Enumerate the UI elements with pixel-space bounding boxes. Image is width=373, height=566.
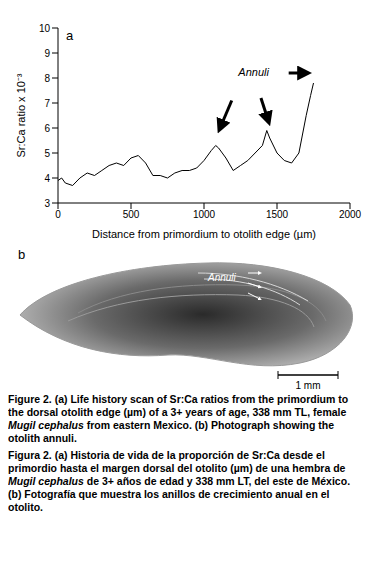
svg-text:Distance from primordium to ot: Distance from primordium to otolith edge… — [92, 228, 316, 240]
svg-text:Sr:Ca ratio x 10⁻³: Sr:Ca ratio x 10⁻³ — [15, 73, 27, 157]
svg-text:4: 4 — [44, 173, 50, 184]
svg-text:1000: 1000 — [193, 209, 216, 220]
svg-text:1500: 1500 — [266, 209, 289, 220]
html-text:Mugil cephalus de 3+ años de e: Mugil cephalus de 3+ años de edad y 338 … — [8, 475, 350, 513]
svg-text:7: 7 — [44, 98, 50, 109]
svg-text:9: 9 — [44, 48, 50, 59]
svg-text:Annuli: Annuli — [207, 272, 237, 283]
svg-text:2000: 2000 — [339, 209, 362, 220]
svg-text:b: b — [18, 247, 25, 262]
svg-text:a: a — [66, 28, 74, 43]
svg-text:5: 5 — [44, 148, 50, 159]
svg-text:1 mm: 1 mm — [296, 380, 321, 391]
svg-text:3: 3 — [44, 198, 50, 209]
html-text:Mugil cephalus from eastern Me: Mugil cephalus from eastern Mexico. (b) … — [8, 419, 335, 444]
html-text:Figure 2. (a) Life history sca: Figure 2. (a) Life history scan of Sr:Ca… — [8, 393, 349, 418]
svg-text:0: 0 — [55, 209, 61, 220]
html-text:Figura 2. (a) Historia de vida: Figura 2. (a) Historia de vida de la pro… — [8, 449, 346, 474]
svg-text:8: 8 — [44, 73, 50, 84]
svg-text:500: 500 — [123, 209, 140, 220]
svg-text:6: 6 — [44, 123, 50, 134]
svg-text:Annuli: Annuli — [237, 66, 269, 78]
svg-text:10: 10 — [39, 23, 51, 34]
